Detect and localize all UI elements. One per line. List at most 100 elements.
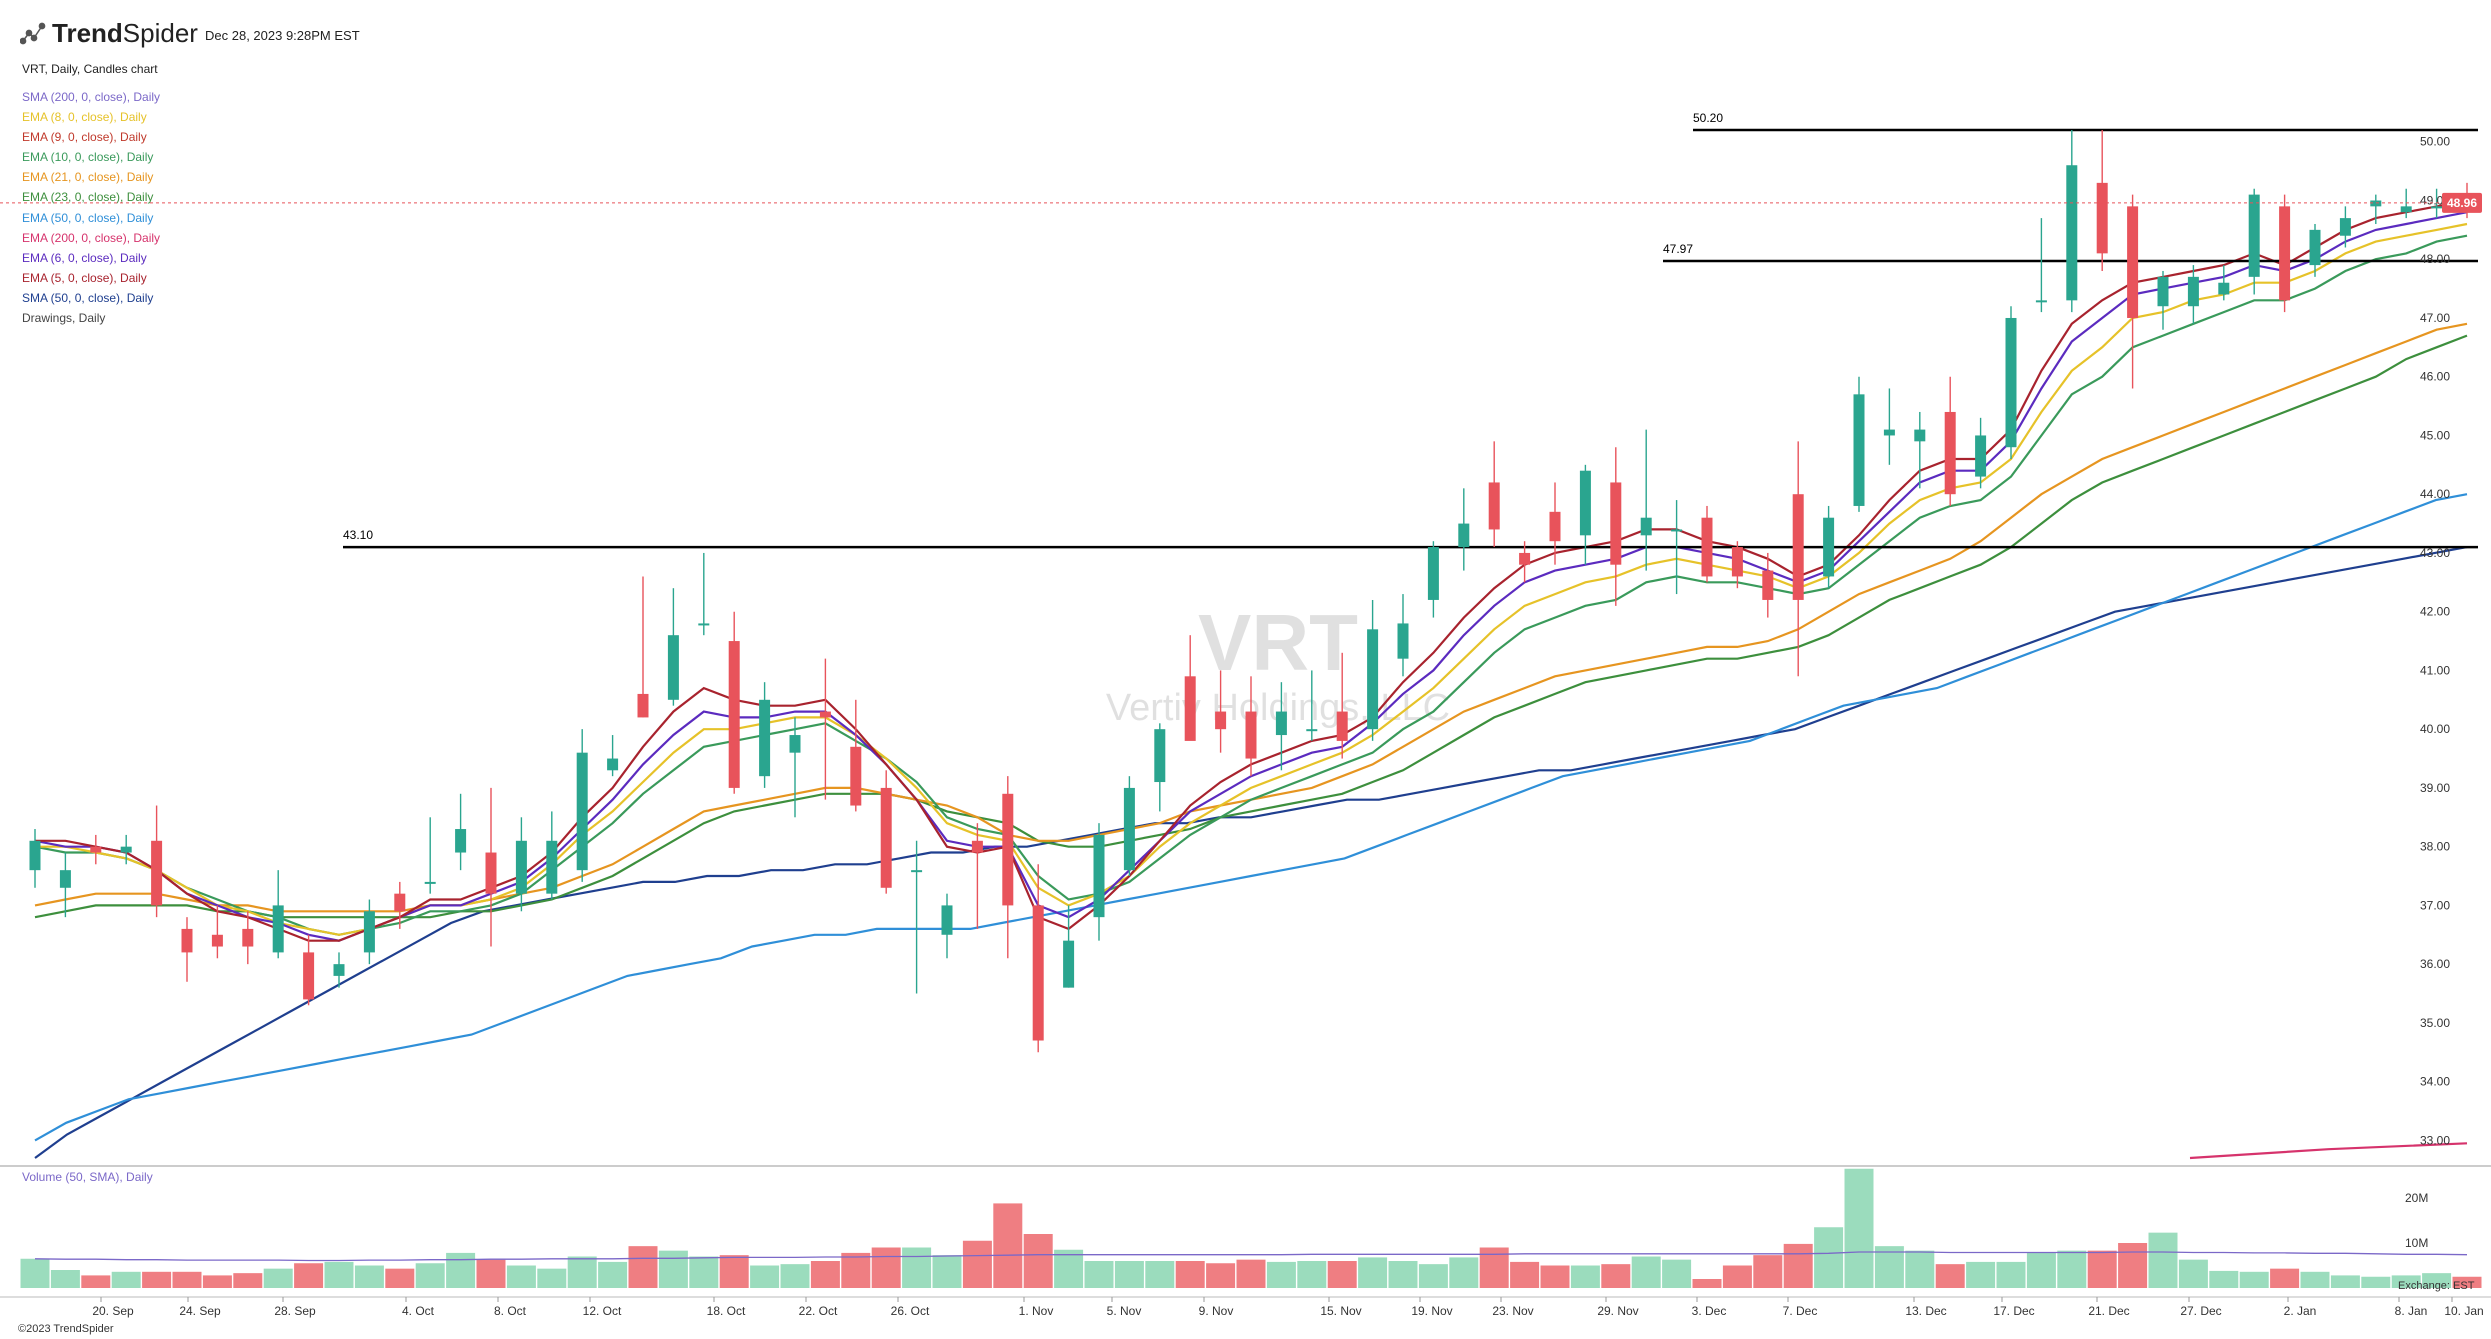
candle-body[interactable] [1154, 729, 1166, 783]
volume-bar[interactable] [1601, 1264, 1631, 1288]
volume-bar[interactable] [2178, 1259, 2208, 1288]
volume-bar[interactable] [719, 1255, 749, 1288]
volume-bar[interactable] [81, 1275, 111, 1288]
volume-bar[interactable] [2057, 1250, 2087, 1288]
candle-body[interactable] [455, 829, 467, 853]
candle-body[interactable] [1306, 729, 1318, 732]
candle-body[interactable] [1701, 517, 1713, 577]
volume-bar[interactable] [1266, 1261, 1296, 1288]
volume-bar[interactable] [385, 1268, 415, 1288]
candle-body[interactable] [1367, 629, 1379, 730]
candle-body[interactable] [667, 635, 679, 700]
candle-body[interactable] [2309, 229, 2321, 266]
candle-body[interactable] [546, 840, 558, 894]
candle-body[interactable] [2218, 282, 2230, 295]
candle-body[interactable] [29, 840, 41, 871]
volume-bar[interactable] [1662, 1259, 1692, 1288]
volume-bar[interactable] [902, 1247, 932, 1289]
volume-bar[interactable] [810, 1261, 840, 1288]
candle-body[interactable] [1671, 529, 1683, 532]
volume-bar[interactable] [1358, 1257, 1388, 1288]
legend-item[interactable]: EMA (8, 0, close), Daily [22, 110, 147, 125]
legend-item[interactable]: SMA (50, 0, close), Daily [22, 290, 154, 305]
volume-bar[interactable] [841, 1252, 871, 1288]
volume-bar[interactable] [537, 1268, 567, 1288]
volume-bar[interactable] [1692, 1279, 1722, 1288]
volume-bar[interactable] [1388, 1261, 1418, 1288]
volume-bar[interactable] [932, 1255, 962, 1288]
volume-bar[interactable] [172, 1271, 202, 1288]
volume-bar[interactable] [2148, 1232, 2178, 1288]
candle-body[interactable] [911, 870, 923, 873]
legend-item[interactable]: EMA (6, 0, close), Daily [22, 250, 147, 265]
volume-bar[interactable] [1935, 1264, 1965, 1288]
y-axis[interactable]: 33.00 34.00 35.00 36.00 37.00 38.00 39.00 40.00… [2405, 135, 2450, 1250]
candle-body[interactable] [1883, 429, 1895, 436]
legend-item[interactable]: EMA (10, 0, close), Daily [22, 150, 154, 165]
candle-body[interactable] [151, 840, 163, 906]
candle-body[interactable] [1275, 711, 1287, 736]
volume-bar[interactable] [962, 1240, 992, 1288]
volume-bar[interactable] [506, 1265, 536, 1289]
candle-body[interactable] [1002, 793, 1014, 906]
candle-body[interactable] [1792, 494, 1804, 600]
volume-bar[interactable] [689, 1256, 719, 1289]
volume-bar[interactable] [1874, 1246, 1904, 1288]
candle-body[interactable] [1215, 711, 1227, 730]
volume-bar[interactable] [415, 1263, 445, 1288]
candle-body[interactable] [2005, 317, 2017, 448]
volume-bar[interactable] [1814, 1227, 1844, 1288]
legend-item[interactable]: EMA (50, 0, close), Daily [22, 210, 154, 225]
volume-bar[interactable] [1570, 1265, 1600, 1289]
candle-body[interactable] [59, 870, 71, 888]
candle-body[interactable] [1397, 623, 1409, 659]
candle-body[interactable] [1458, 523, 1470, 548]
candle-body[interactable] [1579, 470, 1591, 536]
candle-body[interactable] [576, 752, 588, 871]
volume-bar[interactable] [1449, 1257, 1479, 1288]
candle-body[interactable] [2339, 218, 2351, 236]
candle-body[interactable] [850, 746, 862, 806]
candle-body[interactable] [181, 928, 193, 953]
candle-body[interactable] [515, 840, 527, 894]
volume-bar[interactable] [2270, 1268, 2300, 1288]
candle-body[interactable] [1123, 787, 1135, 871]
volume-bar[interactable] [324, 1261, 354, 1288]
legend-item[interactable]: Drawings, Daily [22, 311, 106, 326]
volume-bar[interactable] [263, 1268, 293, 1288]
candle-body[interactable] [1549, 511, 1561, 542]
volume-bar[interactable] [1145, 1261, 1175, 1288]
volume-bar[interactable] [1054, 1249, 1084, 1288]
candle-body[interactable] [607, 758, 619, 771]
candle-body[interactable] [242, 928, 254, 947]
volume-bar[interactable] [567, 1256, 597, 1289]
candle-body[interactable] [789, 735, 801, 753]
volume-bar[interactable] [598, 1261, 628, 1288]
volume-bar[interactable] [871, 1247, 901, 1289]
volume-bar[interactable] [446, 1252, 476, 1288]
legend-item[interactable]: EMA (200, 0, close), Daily [22, 230, 161, 245]
candle-body[interactable] [2431, 206, 2443, 209]
candle-body[interactable] [90, 846, 102, 853]
volume-bar[interactable] [1236, 1259, 1266, 1288]
volume-bar[interactable] [1327, 1261, 1357, 1288]
horizontal-levels[interactable]: 50.20 47.97 43.10 [343, 111, 2478, 549]
candle-body[interactable] [1245, 711, 1257, 759]
candle-body[interactable] [1853, 394, 1865, 506]
volume-bar[interactable] [2391, 1275, 2421, 1288]
candle-body[interactable] [2279, 206, 2291, 301]
volume-bar[interactable] [111, 1271, 141, 1288]
candle-body[interactable] [819, 711, 831, 718]
candle-body[interactable] [1488, 482, 1500, 530]
candle-body[interactable] [2066, 165, 2078, 301]
volume-bar[interactable] [2300, 1271, 2330, 1288]
volume-bar[interactable] [1510, 1261, 1540, 1288]
candle-body[interactable] [1914, 429, 1926, 442]
candle-body[interactable] [333, 964, 345, 976]
volume-bar[interactable] [628, 1246, 658, 1288]
candle-body[interactable] [1032, 905, 1044, 1041]
candle-body[interactable] [2035, 300, 2047, 303]
brand-logo[interactable]: TrendSpider [20, 18, 198, 49]
volume-bar[interactable] [476, 1259, 506, 1288]
